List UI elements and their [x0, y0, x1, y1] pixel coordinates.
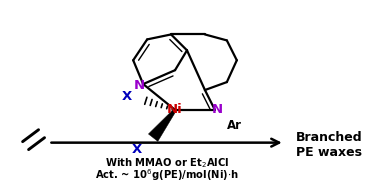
Text: With MMAO or Et$_2$AlCl: With MMAO or Et$_2$AlCl	[105, 156, 229, 170]
Text: N: N	[134, 79, 145, 91]
Text: Act. ~ 10$^6$g(PE)/mol(Ni)$\cdot$h: Act. ~ 10$^6$g(PE)/mol(Ni)$\cdot$h	[95, 167, 239, 183]
Text: X: X	[122, 91, 132, 104]
Text: PE waxes: PE waxes	[297, 146, 363, 159]
Text: Ar: Ar	[227, 119, 242, 132]
Polygon shape	[148, 109, 176, 141]
Text: Branched: Branched	[296, 131, 363, 144]
Text: X: X	[132, 143, 142, 156]
Text: N: N	[211, 103, 222, 116]
Text: Ni: Ni	[167, 103, 183, 116]
